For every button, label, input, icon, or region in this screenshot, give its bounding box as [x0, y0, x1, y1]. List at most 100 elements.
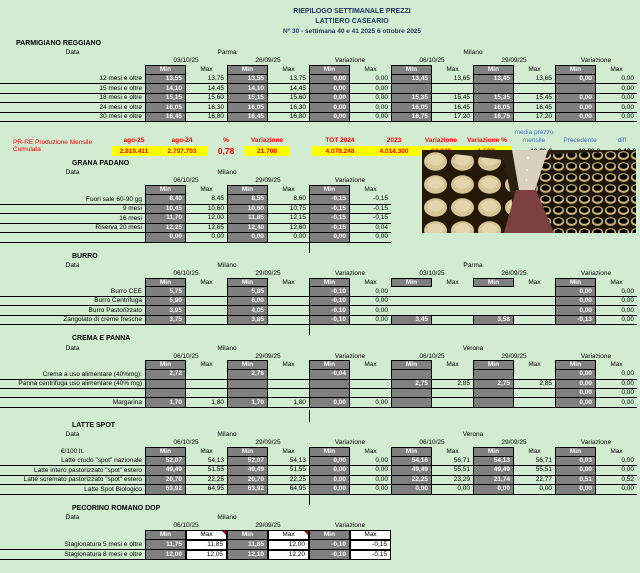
- min-cell[interactable]: 52,07: [227, 456, 268, 467]
- max-cell[interactable]: 56,71: [432, 457, 473, 467]
- max-cell[interactable]: [432, 287, 473, 297]
- min-cell[interactable]: -0,10: [309, 549, 350, 561]
- max-cell[interactable]: 0,00: [596, 380, 637, 390]
- max-cell[interactable]: [432, 297, 473, 307]
- max-cell[interactable]: [186, 306, 227, 316]
- max-cell[interactable]: [186, 380, 227, 390]
- min-cell[interactable]: -0,15: [309, 214, 350, 224]
- min-cell[interactable]: [145, 389, 186, 399]
- max-cell[interactable]: 55,51: [514, 466, 555, 476]
- max-cell[interactable]: 0,00: [350, 485, 391, 495]
- min-cell[interactable]: 15,35: [391, 93, 432, 104]
- min-cell[interactable]: 2,75: [391, 379, 432, 390]
- min-cell[interactable]: -0,10: [309, 296, 350, 307]
- max-cell[interactable]: 0,00: [350, 113, 391, 123]
- min-cell[interactable]: 63,92: [227, 485, 268, 495]
- min-cell[interactable]: 0,00: [555, 398, 596, 408]
- max-cell[interactable]: [186, 287, 227, 297]
- min-cell[interactable]: 0,00: [555, 296, 596, 307]
- max-cell[interactable]: [268, 370, 309, 380]
- min-cell[interactable]: -0,15: [309, 204, 350, 215]
- min-cell[interactable]: [391, 84, 432, 94]
- max-cell[interactable]: 12,05: [186, 549, 227, 561]
- max-cell[interactable]: 16,80: [186, 113, 227, 123]
- min-cell[interactable]: 0,00: [309, 233, 350, 243]
- min-cell[interactable]: 11,70: [145, 214, 186, 224]
- max-cell[interactable]: 51,55: [186, 466, 227, 476]
- max-cell[interactable]: 13,65: [432, 75, 473, 85]
- min-cell[interactable]: -0,04: [309, 370, 350, 380]
- max-cell[interactable]: 16,30: [186, 103, 227, 113]
- max-cell[interactable]: 1,80: [268, 398, 309, 408]
- max-cell[interactable]: 0,00: [596, 485, 637, 495]
- max-cell[interactable]: 15,60: [186, 94, 227, 104]
- max-cell[interactable]: 16,45: [432, 103, 473, 113]
- production-item-value[interactable]: 2.819.411: [112, 146, 156, 157]
- min-cell[interactable]: 3,45: [391, 315, 432, 326]
- max-cell[interactable]: 0,00: [350, 84, 391, 94]
- max-cell[interactable]: [514, 389, 555, 399]
- min-cell[interactable]: 0,00: [555, 370, 596, 380]
- max-cell[interactable]: 0,00: [350, 297, 391, 307]
- production-item-value[interactable]: 2.797.703: [156, 146, 208, 157]
- max-cell[interactable]: [268, 306, 309, 316]
- min-cell[interactable]: 16,45: [145, 112, 186, 123]
- max-cell[interactable]: [350, 389, 391, 399]
- min-cell[interactable]: 14,10: [145, 84, 186, 94]
- max-cell[interactable]: -0,15: [350, 214, 391, 224]
- max-cell[interactable]: [432, 306, 473, 316]
- max-cell[interactable]: [514, 398, 555, 408]
- min-cell[interactable]: 0,00: [555, 103, 596, 113]
- min-cell[interactable]: 3,58: [473, 315, 514, 326]
- max-cell[interactable]: 10,75: [268, 205, 309, 215]
- max-cell[interactable]: [514, 370, 555, 380]
- min-cell[interactable]: 0,00: [555, 379, 596, 390]
- max-cell[interactable]: 0,00: [596, 389, 637, 399]
- min-cell[interactable]: 21,74: [473, 475, 514, 486]
- max-cell[interactable]: 8,45: [186, 195, 227, 205]
- max-cell[interactable]: 15,45: [432, 94, 473, 104]
- min-cell[interactable]: -0,13: [555, 315, 596, 326]
- min-cell[interactable]: 11,85: [227, 539, 268, 550]
- min-cell[interactable]: [227, 379, 268, 390]
- max-cell[interactable]: 16,30: [268, 103, 309, 113]
- max-cell[interactable]: 64,95: [268, 485, 309, 495]
- min-cell[interactable]: 3,85: [227, 315, 268, 326]
- min-cell[interactable]: 5,90: [145, 296, 186, 307]
- min-cell[interactable]: -0,10: [309, 287, 350, 297]
- max-cell[interactable]: [432, 316, 473, 326]
- max-cell[interactable]: [432, 398, 473, 408]
- max-cell[interactable]: 0,00: [350, 316, 391, 326]
- min-cell[interactable]: 0,00: [555, 112, 596, 123]
- max-cell[interactable]: 12,20: [268, 549, 309, 561]
- max-cell[interactable]: 10,60: [186, 205, 227, 215]
- min-cell[interactable]: 0,00: [309, 84, 350, 94]
- min-cell[interactable]: -0,15: [309, 195, 350, 205]
- max-cell[interactable]: [186, 389, 227, 399]
- min-cell[interactable]: [391, 287, 432, 297]
- min-cell[interactable]: 16,05: [145, 103, 186, 113]
- max-cell[interactable]: 14,45: [186, 84, 227, 94]
- max-cell[interactable]: 0,00: [596, 84, 637, 94]
- max-cell[interactable]: [186, 297, 227, 307]
- max-cell[interactable]: 0,00: [596, 398, 637, 408]
- production-item-value[interactable]: 4.079.248: [312, 146, 368, 157]
- min-cell[interactable]: [473, 370, 514, 380]
- min-cell[interactable]: [391, 297, 432, 307]
- max-cell[interactable]: 17,20: [514, 113, 555, 123]
- max-cell[interactable]: [432, 370, 473, 380]
- min-cell[interactable]: 54,16: [391, 456, 432, 467]
- max-cell[interactable]: 54,13: [268, 457, 309, 467]
- min-cell[interactable]: 0,00: [391, 485, 432, 495]
- min-cell[interactable]: 16,75: [391, 112, 432, 123]
- min-cell[interactable]: 0,00: [227, 233, 268, 243]
- max-cell[interactable]: 0,00: [350, 233, 391, 243]
- min-cell[interactable]: 22,25: [391, 475, 432, 486]
- min-cell[interactable]: 0,00: [555, 485, 596, 495]
- max-cell[interactable]: 0,00: [350, 398, 391, 408]
- min-cell[interactable]: 0,00: [145, 233, 186, 243]
- min-cell[interactable]: 0,00: [309, 398, 350, 408]
- min-cell[interactable]: 16,75: [473, 112, 514, 123]
- min-cell[interactable]: -0,10: [309, 539, 350, 550]
- max-cell[interactable]: [268, 380, 309, 390]
